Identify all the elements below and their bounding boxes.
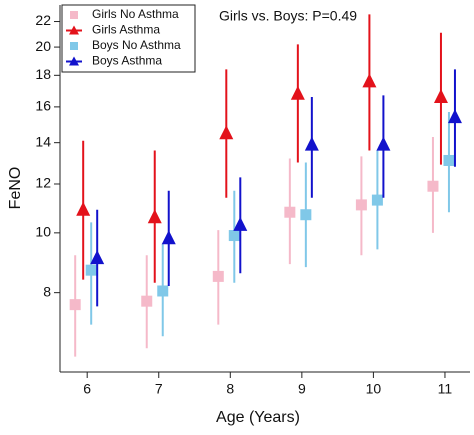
x-axis-label: Age (Years): [216, 409, 300, 426]
legend-marker: [69, 25, 79, 35]
y-tick-label: 22: [35, 12, 51, 28]
marker: [85, 264, 97, 276]
marker: [90, 250, 105, 265]
marker: [362, 73, 377, 88]
marker: [300, 209, 312, 221]
legend-marker: [70, 42, 78, 50]
y-tick-label: 10: [35, 224, 51, 240]
y-tick-label: 20: [35, 38, 51, 54]
marker: [157, 285, 169, 297]
marker: [233, 216, 248, 231]
marker: [304, 136, 319, 151]
marker: [427, 180, 439, 192]
x-tick-label: 8: [226, 381, 234, 397]
annotation: Girls vs. Boys: P=0.49: [219, 8, 357, 24]
x-tick-label: 11: [438, 381, 453, 397]
x-tick-label: 6: [83, 381, 91, 397]
legend-label: Boys Asthma: [92, 54, 162, 68]
marker: [228, 230, 240, 242]
marker: [69, 299, 81, 311]
marker: [76, 201, 91, 216]
marker: [284, 206, 296, 218]
marker: [141, 295, 153, 307]
y-axis-label: FeNO: [7, 167, 24, 210]
x-tick-label: 9: [298, 381, 306, 397]
legend-label: Boys No Asthma: [92, 38, 181, 52]
marker: [371, 194, 383, 206]
legend-label: Girls No Asthma: [92, 7, 179, 21]
marker: [355, 199, 367, 211]
marker: [433, 89, 448, 104]
legend-label: Girls Asthma: [92, 23, 160, 37]
marker: [212, 270, 224, 282]
marker: [447, 109, 462, 124]
x-tick-label: 7: [155, 381, 163, 397]
legend-marker: [69, 56, 79, 66]
marker: [147, 209, 162, 224]
legend-box: [61, 4, 196, 73]
legend-marker: [70, 11, 78, 19]
marker: [376, 136, 391, 151]
marker: [443, 154, 455, 166]
y-tick-label: 8: [43, 283, 51, 299]
marker: [161, 230, 176, 245]
x-tick-label: 10: [366, 381, 382, 397]
marker: [290, 85, 305, 100]
y-tick-label: 14: [35, 133, 51, 149]
y-tick-label: 18: [35, 66, 51, 82]
y-tick-label: 12: [35, 175, 51, 191]
y-tick-label: 16: [35, 98, 51, 114]
marker: [219, 125, 234, 140]
